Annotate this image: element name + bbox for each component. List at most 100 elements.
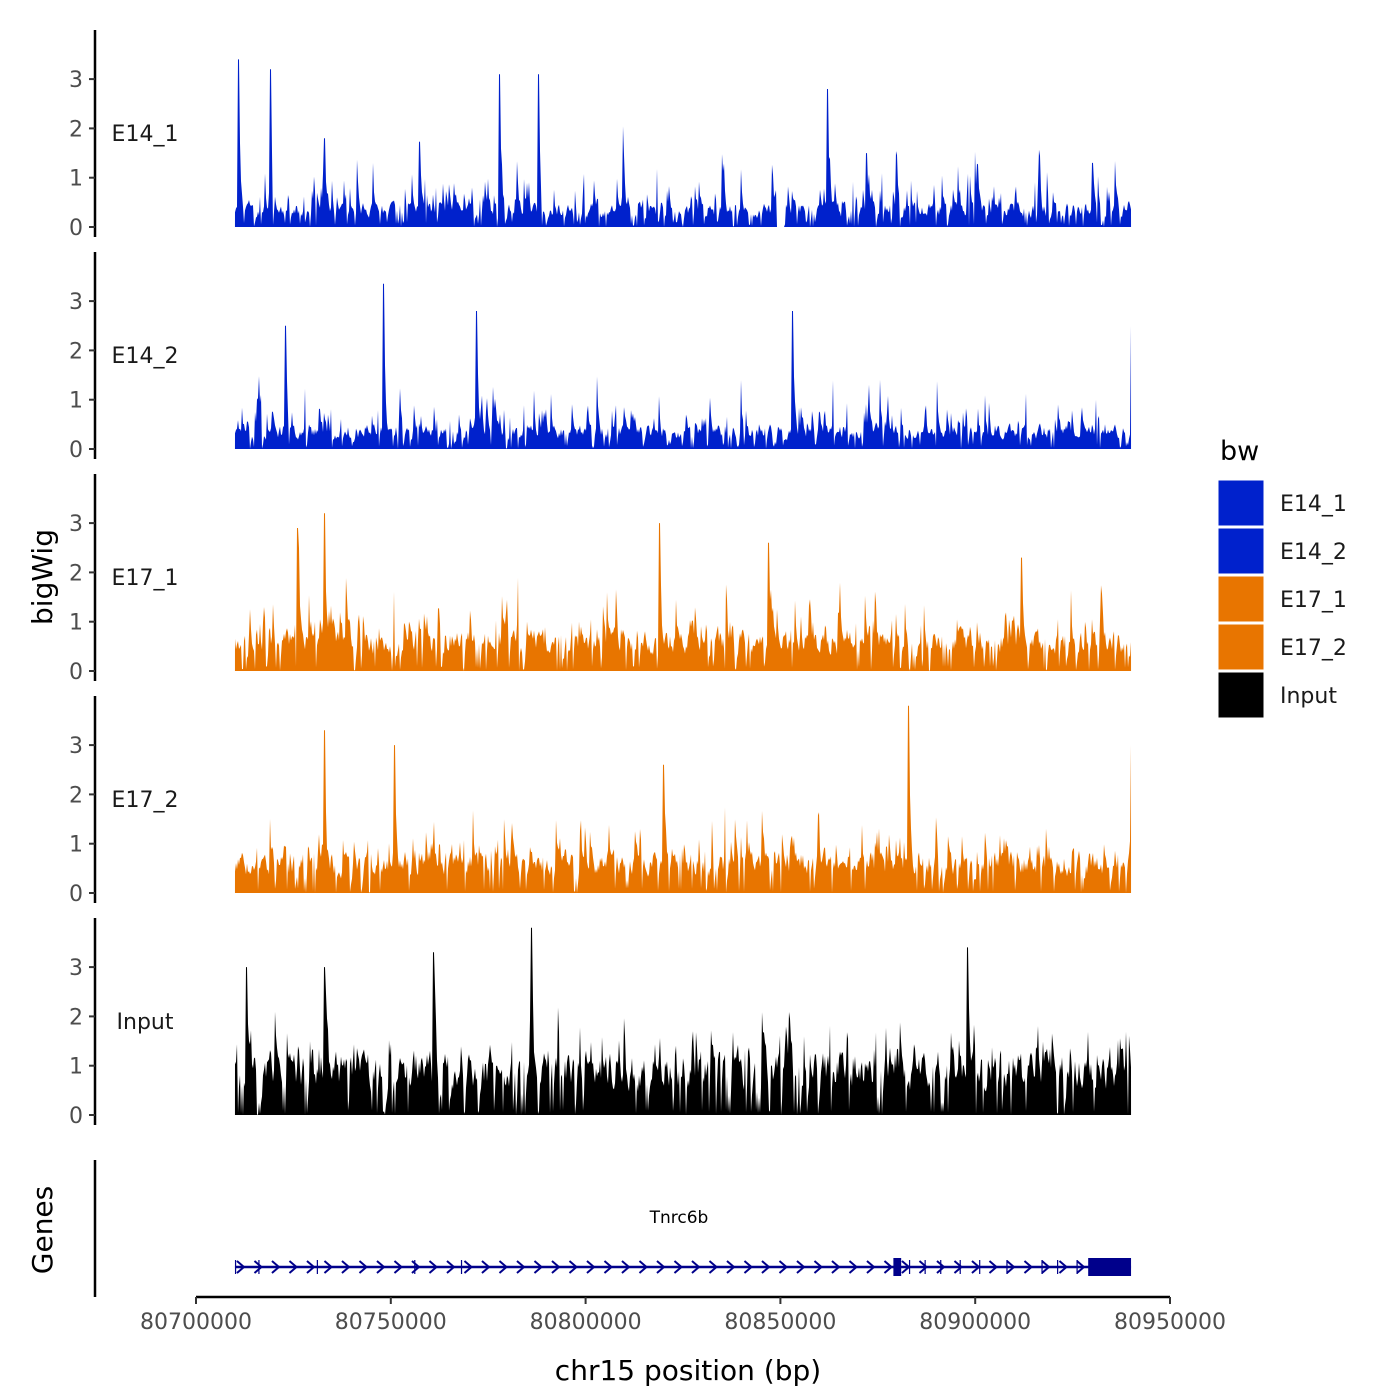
gene-label: Tnrc6b xyxy=(649,1208,709,1228)
strand-arrow xyxy=(551,1260,561,1274)
strand-arrow xyxy=(1076,1260,1086,1274)
coverage-area-E17_1 xyxy=(234,513,1132,671)
strand-arrow xyxy=(306,1260,316,1274)
strand-arrow xyxy=(1006,1260,1016,1274)
strand-arrow xyxy=(883,1260,893,1274)
strand-arrow xyxy=(918,1260,928,1274)
strand-arrow xyxy=(673,1260,683,1274)
x-axis: 80700000 80750000 80800000 80850000 80900000… xyxy=(140,1295,1226,1335)
legend-key-E17_1 xyxy=(1217,575,1265,623)
legend-key-E14_2 xyxy=(1217,527,1265,575)
strand-arrow xyxy=(988,1260,998,1274)
y-tick-label: 1 xyxy=(69,833,83,858)
strand-arrow xyxy=(586,1260,596,1274)
y-tick-label: 0 xyxy=(69,438,83,463)
strand-arrow xyxy=(813,1260,823,1274)
exon xyxy=(959,1260,961,1274)
y-tick-label: 2 xyxy=(69,783,83,808)
y-tick-label: 3 xyxy=(69,290,83,315)
x-tick-label: 80850000 xyxy=(724,1310,836,1335)
gene-track: Tnrc6b xyxy=(93,1160,1132,1297)
strand-arrow xyxy=(516,1260,526,1274)
gene-track-title: Genes xyxy=(26,1186,59,1274)
x-tick-label: 80900000 xyxy=(919,1310,1031,1335)
y-tick-label: 0 xyxy=(69,1104,83,1129)
strand-arrow xyxy=(446,1260,456,1274)
strand-arrow xyxy=(533,1260,543,1274)
x-axis-title: chr15 position (bp) xyxy=(555,1354,821,1387)
y-tick-label: 1 xyxy=(69,611,83,636)
exon xyxy=(908,1260,911,1274)
exon xyxy=(940,1260,942,1274)
exon xyxy=(1057,1260,1059,1274)
strand-arrow xyxy=(796,1260,806,1274)
track-E14_1: 0 1 2 3 E14_1 xyxy=(69,30,1132,241)
strand-arrow xyxy=(1041,1260,1051,1274)
track-E17_2: 0 1 2 3 E17_2 xyxy=(69,696,1132,907)
exon xyxy=(1006,1260,1008,1274)
strand-arrow xyxy=(936,1260,946,1274)
strand-arrow xyxy=(621,1260,631,1274)
strand-arrow xyxy=(761,1260,771,1274)
strand-arrow xyxy=(568,1260,578,1274)
exon xyxy=(258,1260,260,1274)
exon xyxy=(924,1260,926,1274)
coverage-area-Input xyxy=(234,927,1132,1115)
track-E17_1: 0 1 2 3 E17_1 xyxy=(69,474,1132,685)
strand-arrow xyxy=(638,1260,648,1274)
strand-arrow xyxy=(831,1260,841,1274)
x-tick-label: 80700000 xyxy=(140,1310,252,1335)
strand-arrow xyxy=(428,1260,438,1274)
exon xyxy=(979,1260,981,1274)
strand-arrow xyxy=(288,1260,298,1274)
legend-label: E14_1 xyxy=(1280,492,1347,517)
strand-arrow xyxy=(393,1260,403,1274)
legend-title: bw xyxy=(1220,436,1259,467)
strand-arrow xyxy=(708,1260,718,1274)
strand-arrow xyxy=(656,1260,666,1274)
y-tick-label: 0 xyxy=(69,660,83,685)
strand-arrow xyxy=(481,1260,491,1274)
exon xyxy=(460,1260,463,1274)
strand-arrow xyxy=(271,1260,281,1274)
strand-arrow xyxy=(603,1260,613,1274)
y-tick-label: 2 xyxy=(69,561,83,586)
y-tick-label: 1 xyxy=(69,389,83,414)
coverage-area-E14_2 xyxy=(234,283,1132,449)
track-label: E17_2 xyxy=(112,788,179,813)
track-label: E14_1 xyxy=(112,122,179,147)
strand-arrow xyxy=(376,1260,386,1274)
y-tick-label: 0 xyxy=(69,882,83,907)
track-E14_2: 0 1 2 3 E14_2 xyxy=(69,252,1132,463)
strand-arrow xyxy=(323,1260,333,1274)
legend-label: Input xyxy=(1280,684,1337,709)
strand-arrow xyxy=(726,1260,736,1274)
y-tick-label: 1 xyxy=(69,167,83,192)
strand-arrow xyxy=(953,1260,963,1274)
coverage-area-E14_1 xyxy=(234,59,1132,228)
y-tick-label: 2 xyxy=(69,1005,83,1030)
strand-arrow xyxy=(358,1260,368,1274)
strand-arrow xyxy=(691,1260,701,1274)
exon xyxy=(316,1260,318,1274)
track-label: Input xyxy=(117,1010,174,1035)
exon xyxy=(893,1258,902,1276)
strand-arrow xyxy=(253,1260,263,1274)
legend-label: E17_1 xyxy=(1280,588,1347,613)
y-tick-label: 2 xyxy=(69,339,83,364)
strand-arrow xyxy=(1058,1260,1068,1274)
coverage-tracks: 0 1 2 3 E14_1 0 1 2 3 E14_2 0 1 2 3 E17_1 0 1 2 3 E17_2 0 1 2 3… xyxy=(69,30,1132,1129)
legend-key-Input xyxy=(1217,671,1265,719)
y-tick-label: 3 xyxy=(69,956,83,981)
y-tick-label: 1 xyxy=(69,1055,83,1080)
y-tick-label: 3 xyxy=(69,734,83,759)
y-tick-label: 3 xyxy=(69,512,83,537)
strand-arrow xyxy=(463,1260,473,1274)
strand-arrow xyxy=(848,1260,858,1274)
legend-key-E14_1 xyxy=(1217,479,1265,527)
y-tick-label: 2 xyxy=(69,117,83,142)
strand-arrow xyxy=(901,1260,911,1274)
legend-label: E14_2 xyxy=(1280,540,1347,565)
y-tick-label: 3 xyxy=(69,68,83,93)
